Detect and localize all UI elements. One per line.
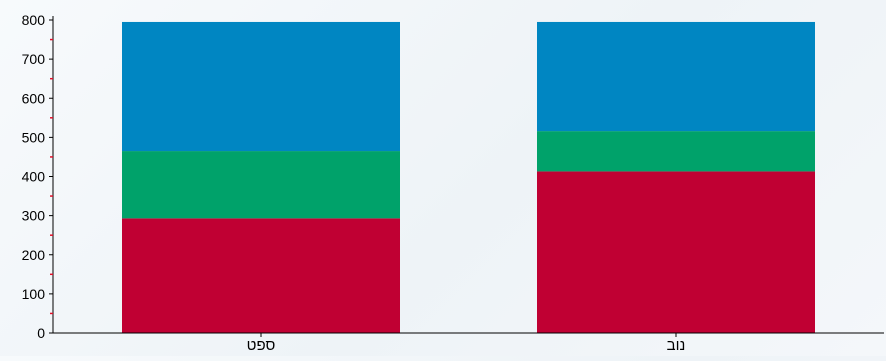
axes-group <box>49 16 884 337</box>
bars-group <box>122 21 815 333</box>
bar-segment-2-2 <box>537 131 815 172</box>
x-tick-label: נוב <box>667 337 686 354</box>
y-tick-label: 800 <box>22 12 46 28</box>
y-tick-label: 700 <box>22 51 46 67</box>
bar-segment-1-2 <box>122 151 400 219</box>
y-tick-label: 200 <box>22 247 46 263</box>
x-tick-label: ספט <box>247 337 276 354</box>
labels-group: 0 100 200 300 400 500 600 700 800 ספט נוב <box>22 12 686 354</box>
bar-segment-2-1 <box>537 171 815 333</box>
y-tick-label: 600 <box>22 90 46 106</box>
bar-segment-1-3 <box>122 21 400 152</box>
y-tick-label: 0 <box>37 325 45 341</box>
y-tick-label: 300 <box>22 208 46 224</box>
bar-segment-1-1 <box>122 218 400 333</box>
bar-segment-2-3 <box>537 21 815 132</box>
y-tick-label: 400 <box>22 169 46 185</box>
y-tick-label: 500 <box>22 129 46 145</box>
y-tick-label: 100 <box>22 286 46 302</box>
